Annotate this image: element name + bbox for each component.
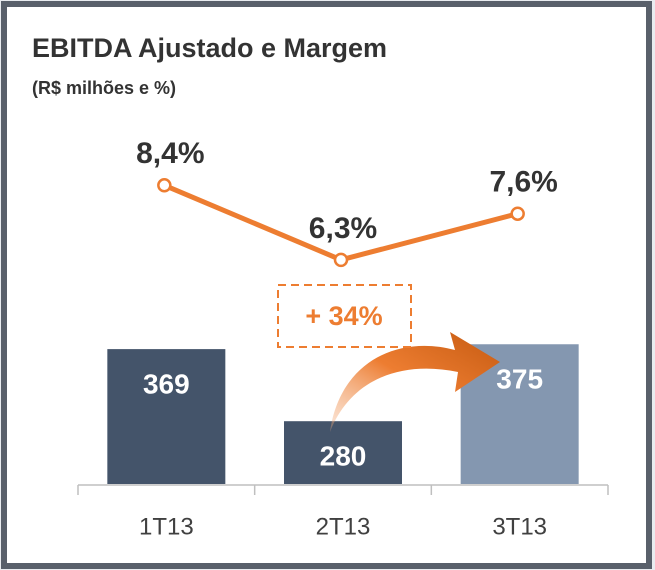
chart-title: EBITDA Ajustado e Margem	[32, 33, 387, 63]
bar-value-label: 375	[496, 364, 543, 395]
margin-label: 6,3%	[309, 212, 377, 245]
annotation-box	[277, 284, 412, 348]
chart-subtitle: (R$ milhões e %)	[32, 78, 176, 98]
growth-arrow	[330, 332, 500, 432]
x-tick-label: 1T13	[139, 513, 194, 540]
margin-label: 7,6%	[489, 166, 557, 199]
bar-value-label: 280	[320, 441, 367, 472]
bar	[282, 419, 404, 487]
bar	[105, 347, 228, 486]
x-tick-label: 2T13	[316, 513, 371, 540]
annotation: + 34%	[305, 301, 382, 331]
margin-marker	[333, 252, 349, 268]
margin-marker	[157, 178, 172, 193]
margin-label: 8,4%	[136, 137, 204, 170]
bar	[458, 342, 581, 486]
plot: 369 280 375 8,4% 6,3% 7,6% 1T13 2T13 3T13	[77, 137, 609, 540]
x-tick-label: 3T13	[492, 513, 547, 540]
bar-value-label: 369	[143, 369, 190, 400]
margin-marker	[510, 206, 525, 221]
